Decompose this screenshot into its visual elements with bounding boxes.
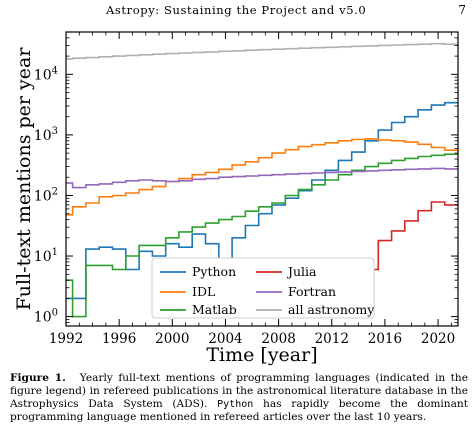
x-axis-label: Time [year] (206, 344, 317, 366)
x-tick-label: 2016 (368, 331, 402, 347)
running-head: Astropy: Sustaining the Project and v5.0… (0, 3, 474, 19)
series-line-all-astronomy (66, 42, 458, 60)
legend: Python IDL Matlab Julia Fortran all astronomy (151, 257, 375, 319)
legend-label-python: Python (192, 264, 236, 279)
series-layer (66, 42, 458, 318)
page-number: 7 (458, 3, 466, 17)
x-tick-label: 2012 (315, 331, 349, 347)
running-title: Astropy: Sustaining the Project and v5.0 (106, 3, 367, 17)
legend-label-matlab: Matlab (192, 302, 237, 317)
ticks-layer: 1992 1996 2000 2004 2008 2012 2016 2020 100 101 10… (34, 31, 458, 347)
y-tick-label: 101 (34, 247, 58, 265)
series-line-python (66, 101, 458, 300)
y-tick-label: 102 (34, 186, 58, 204)
series-line-idl (66, 138, 458, 216)
x-tick-label: 1992 (49, 331, 83, 347)
series-line-matlab (66, 153, 458, 318)
caption-text-a: Yearly full-text mentions of programming… (10, 372, 468, 410)
y-axis-label: Full-text mentions per year (13, 47, 35, 311)
caption-code: Python (217, 399, 254, 410)
y-tick-label: 103 (34, 126, 58, 144)
legend-label-all-astronomy: all astronomy (288, 302, 375, 317)
y-tick-label: 100 (34, 308, 58, 326)
caption-label: Figure 1. (10, 372, 66, 384)
line-chart: 1992 1996 2000 2004 2008 2012 2016 2020 100 101 10… (13, 31, 459, 366)
x-tick-label: 2004 (208, 331, 242, 347)
legend-box (151, 257, 375, 319)
caption-text-b: has rapidly become the dominant programm… (10, 398, 469, 423)
legend-label-fortran: Fortran (288, 284, 336, 299)
x-tick-label: 2020 (421, 331, 455, 347)
legend-label-idl: IDL (192, 284, 215, 299)
legend-label-julia: Julia (286, 264, 317, 279)
x-tick-label: 2000 (155, 331, 189, 347)
x-tick-label: 2008 (261, 331, 295, 347)
plot-frame (65, 31, 459, 327)
x-tick-label: 1996 (102, 331, 136, 347)
series-line-fortran (66, 167, 458, 189)
y-tick-label: 104 (34, 65, 58, 83)
figure-caption: Figure 1. Yearly full-text mentions of pr… (10, 372, 468, 424)
